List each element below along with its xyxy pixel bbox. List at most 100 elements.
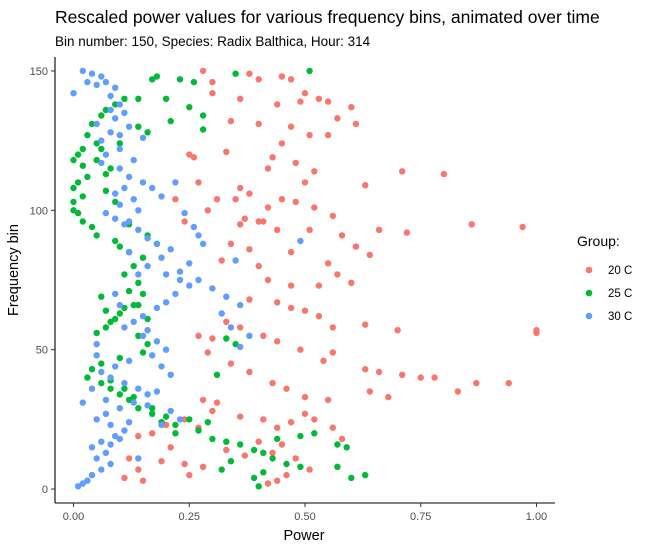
data-point [399,168,406,175]
data-point [315,282,323,289]
data-point [237,343,244,351]
y-tick-label: 50 [36,345,48,357]
data-point [135,385,142,392]
data-point [181,218,188,225]
data-point [162,95,170,103]
data-point [301,393,309,401]
data-point [274,101,281,108]
data-point [84,78,91,86]
data-point [366,388,373,395]
data-point [329,324,336,331]
data-point [269,379,276,387]
data-point [112,198,119,206]
data-point [98,112,105,119]
data-point [283,471,290,479]
data-point [352,243,360,250]
data-point [107,92,114,100]
data-point [260,416,267,423]
data-point [98,73,105,80]
x-tick-label: 0.50 [294,511,315,523]
data-point [149,405,156,412]
legend-key [585,312,593,320]
data-point [232,70,239,77]
data-point [301,410,309,417]
data-point [167,371,174,378]
data-point [144,129,151,136]
series-3 [70,67,304,490]
data-point [93,352,100,359]
axes-layer: 0.00 0.25 0.50 0.75 1.00 0 50 100 150 [30,57,555,523]
data-point [218,466,225,473]
data-point [84,477,91,484]
data-point [186,260,193,267]
data-point [533,327,540,334]
data-point [102,78,110,86]
legend-label: 20 C [608,265,632,277]
data-point [227,240,235,247]
data-point [112,215,119,222]
data-point [301,307,309,314]
data-point [88,223,96,231]
data-point [324,396,332,404]
data-point [209,435,216,443]
data-point [237,221,244,228]
data-point [473,379,480,387]
data-point [269,154,276,161]
data-point [269,449,276,456]
data-point [135,332,142,339]
data-point [334,115,341,122]
data-point [121,379,128,387]
data-point [121,109,128,117]
data-point [79,218,87,225]
data-point [88,385,96,392]
data-point [311,430,318,437]
data-point [144,262,151,270]
data-point [232,340,239,348]
data-point [186,151,193,158]
data-point [149,184,156,192]
data-point [292,455,299,462]
data-point [116,101,124,108]
data-point [84,374,91,381]
data-point [162,346,170,353]
data-point [158,254,165,261]
data-point [311,204,318,211]
data-point [88,70,96,77]
data-point [264,204,272,211]
data-point [227,324,235,331]
data-point [102,396,110,404]
data-point [186,416,193,423]
data-point [181,460,188,468]
data-point [144,402,151,409]
data-point [79,480,87,487]
data-point [301,179,309,186]
data-point [102,209,110,217]
data-point [417,374,424,381]
data-point [84,131,91,139]
data-point [362,321,369,328]
data-point [301,90,309,97]
data-point [348,104,355,111]
data-point [241,452,248,459]
data-point [181,209,188,217]
data-point [287,282,295,289]
data-point [315,313,323,320]
data-point [278,196,286,203]
legend-label: 25 C [608,288,632,300]
data-point [153,388,161,395]
data-point [116,145,124,153]
data-point [324,98,332,105]
data-point [139,134,147,141]
data-point [283,460,290,468]
data-point [362,471,369,479]
data-point [195,427,202,434]
data-point [255,262,262,270]
data-point [375,368,383,376]
data-point [320,357,327,364]
data-point [287,123,295,130]
data-point [130,262,137,270]
data-point [93,140,100,147]
data-point [102,106,110,114]
data-point [70,156,77,164]
data-point [121,385,128,392]
